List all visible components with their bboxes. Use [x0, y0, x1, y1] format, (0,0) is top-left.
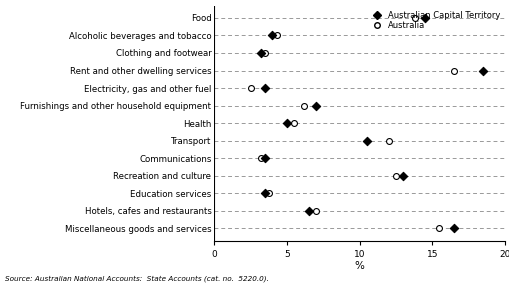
- Point: [362, 138, 370, 143]
- Point: [256, 156, 264, 160]
- Point: [256, 51, 264, 55]
- Point: [265, 191, 273, 196]
- Point: [261, 51, 269, 55]
- Point: [272, 33, 280, 38]
- Point: [261, 191, 269, 196]
- Point: [449, 68, 457, 73]
- Point: [261, 156, 269, 160]
- Point: [268, 33, 276, 38]
- X-axis label: %: %: [354, 261, 364, 271]
- Point: [398, 173, 406, 178]
- Point: [449, 226, 457, 231]
- Point: [312, 209, 320, 213]
- Point: [282, 121, 290, 125]
- Point: [391, 173, 399, 178]
- Point: [290, 121, 298, 125]
- Point: [312, 103, 320, 108]
- Point: [435, 226, 443, 231]
- Point: [384, 138, 392, 143]
- Point: [478, 68, 486, 73]
- Point: [261, 86, 269, 90]
- Point: [246, 86, 254, 90]
- Legend: Australian Capital Territory, Australia: Australian Capital Territory, Australia: [367, 10, 500, 31]
- Point: [304, 209, 312, 213]
- Text: Source: Australian National Accounts:  State Accounts (cat. no.  5220.0).: Source: Australian National Accounts: St…: [5, 275, 268, 282]
- Point: [410, 16, 418, 20]
- Point: [420, 16, 428, 20]
- Point: [300, 103, 308, 108]
